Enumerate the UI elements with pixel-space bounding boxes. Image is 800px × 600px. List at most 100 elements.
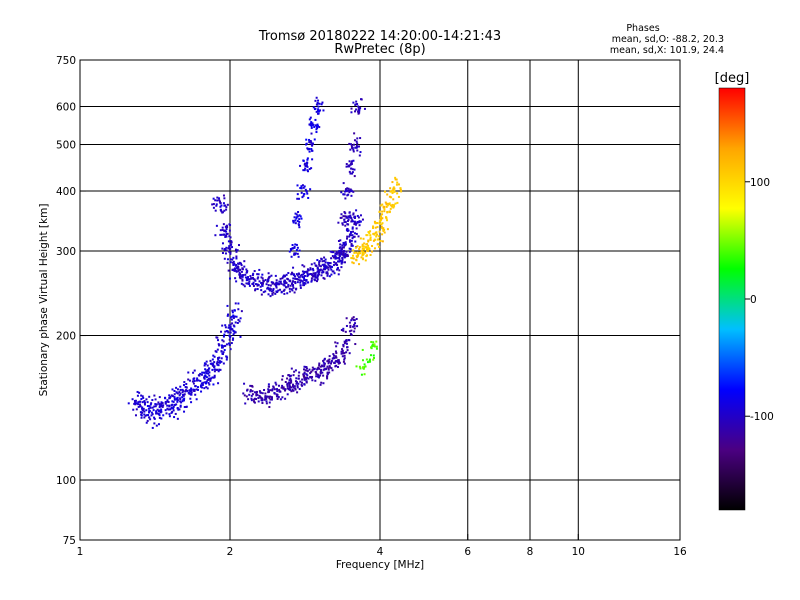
data-point bbox=[301, 384, 304, 387]
data-point bbox=[219, 208, 222, 211]
data-point bbox=[399, 187, 402, 190]
data-point bbox=[214, 234, 217, 237]
data-point bbox=[333, 361, 336, 364]
data-point bbox=[310, 279, 313, 282]
data-point bbox=[150, 411, 153, 414]
data-point bbox=[297, 377, 300, 380]
data-point bbox=[329, 262, 332, 265]
data-point bbox=[308, 168, 311, 171]
data-point bbox=[207, 381, 210, 384]
data-point bbox=[352, 150, 355, 153]
data-point bbox=[286, 277, 289, 280]
data-point bbox=[366, 246, 369, 249]
data-point bbox=[372, 358, 375, 361]
data-point bbox=[305, 270, 308, 273]
data-point bbox=[318, 264, 321, 267]
data-point bbox=[302, 186, 305, 189]
data-point bbox=[243, 260, 246, 263]
data-point bbox=[348, 170, 351, 173]
data-point bbox=[305, 373, 308, 376]
data-point bbox=[316, 278, 319, 281]
data-point bbox=[254, 283, 257, 286]
data-point bbox=[355, 209, 358, 212]
data-point bbox=[232, 256, 235, 259]
data-point bbox=[140, 416, 143, 419]
data-point bbox=[166, 404, 169, 407]
data-point bbox=[356, 214, 359, 217]
data-point bbox=[168, 404, 171, 407]
data-point bbox=[229, 261, 232, 264]
data-point bbox=[313, 262, 316, 265]
data-point bbox=[273, 391, 276, 394]
data-point bbox=[236, 321, 239, 324]
data-point bbox=[293, 370, 296, 373]
data-point bbox=[351, 244, 354, 247]
data-point bbox=[293, 275, 296, 278]
data-point bbox=[294, 252, 297, 255]
data-point bbox=[287, 283, 290, 286]
data-point bbox=[330, 273, 333, 276]
data-point bbox=[215, 368, 218, 371]
data-point bbox=[305, 367, 308, 370]
data-point bbox=[324, 368, 327, 371]
data-point bbox=[229, 224, 232, 227]
data-point bbox=[290, 288, 293, 291]
data-point bbox=[229, 236, 232, 239]
data-point bbox=[136, 402, 139, 405]
data-point bbox=[358, 224, 361, 227]
data-point bbox=[257, 273, 260, 276]
data-point bbox=[318, 260, 321, 263]
data-point bbox=[240, 270, 243, 273]
data-point bbox=[348, 339, 351, 342]
data-point bbox=[312, 269, 315, 272]
data-point bbox=[166, 400, 169, 403]
data-point bbox=[374, 226, 377, 229]
data-point bbox=[342, 246, 345, 249]
data-point bbox=[364, 259, 367, 262]
data-point bbox=[297, 255, 300, 258]
data-point bbox=[166, 399, 169, 402]
data-point bbox=[315, 128, 318, 131]
data-point bbox=[328, 355, 331, 358]
data-point bbox=[305, 376, 308, 379]
data-point bbox=[342, 327, 345, 330]
data-point bbox=[300, 383, 303, 386]
data-point bbox=[316, 101, 319, 104]
data-point bbox=[311, 143, 314, 146]
data-point bbox=[309, 372, 312, 375]
data-point bbox=[229, 244, 232, 247]
data-point bbox=[160, 401, 163, 404]
data-point bbox=[352, 235, 355, 238]
data-point bbox=[317, 272, 320, 275]
data-point bbox=[213, 368, 216, 371]
data-point bbox=[169, 408, 172, 411]
data-point bbox=[361, 359, 364, 362]
data-point bbox=[226, 261, 229, 264]
data-point bbox=[268, 397, 271, 400]
data-point bbox=[290, 381, 293, 384]
data-point bbox=[299, 187, 302, 190]
data-point bbox=[313, 278, 316, 281]
data-point bbox=[234, 268, 237, 271]
data-point bbox=[354, 146, 357, 149]
data-point bbox=[215, 203, 218, 206]
data-point bbox=[270, 398, 273, 401]
data-point bbox=[278, 384, 281, 387]
data-point bbox=[361, 245, 364, 248]
data-point bbox=[173, 393, 176, 396]
data-point bbox=[255, 398, 258, 401]
data-point bbox=[350, 189, 353, 192]
data-point bbox=[358, 145, 361, 148]
data-point bbox=[303, 383, 306, 386]
data-point bbox=[340, 249, 343, 252]
data-point bbox=[196, 377, 199, 380]
data-point bbox=[367, 231, 370, 234]
data-point bbox=[359, 367, 362, 370]
data-point bbox=[363, 363, 366, 366]
data-point bbox=[320, 274, 323, 277]
data-point bbox=[244, 273, 247, 276]
data-point bbox=[322, 270, 325, 273]
data-point bbox=[301, 276, 304, 279]
data-point bbox=[158, 416, 161, 419]
data-point bbox=[218, 200, 221, 203]
